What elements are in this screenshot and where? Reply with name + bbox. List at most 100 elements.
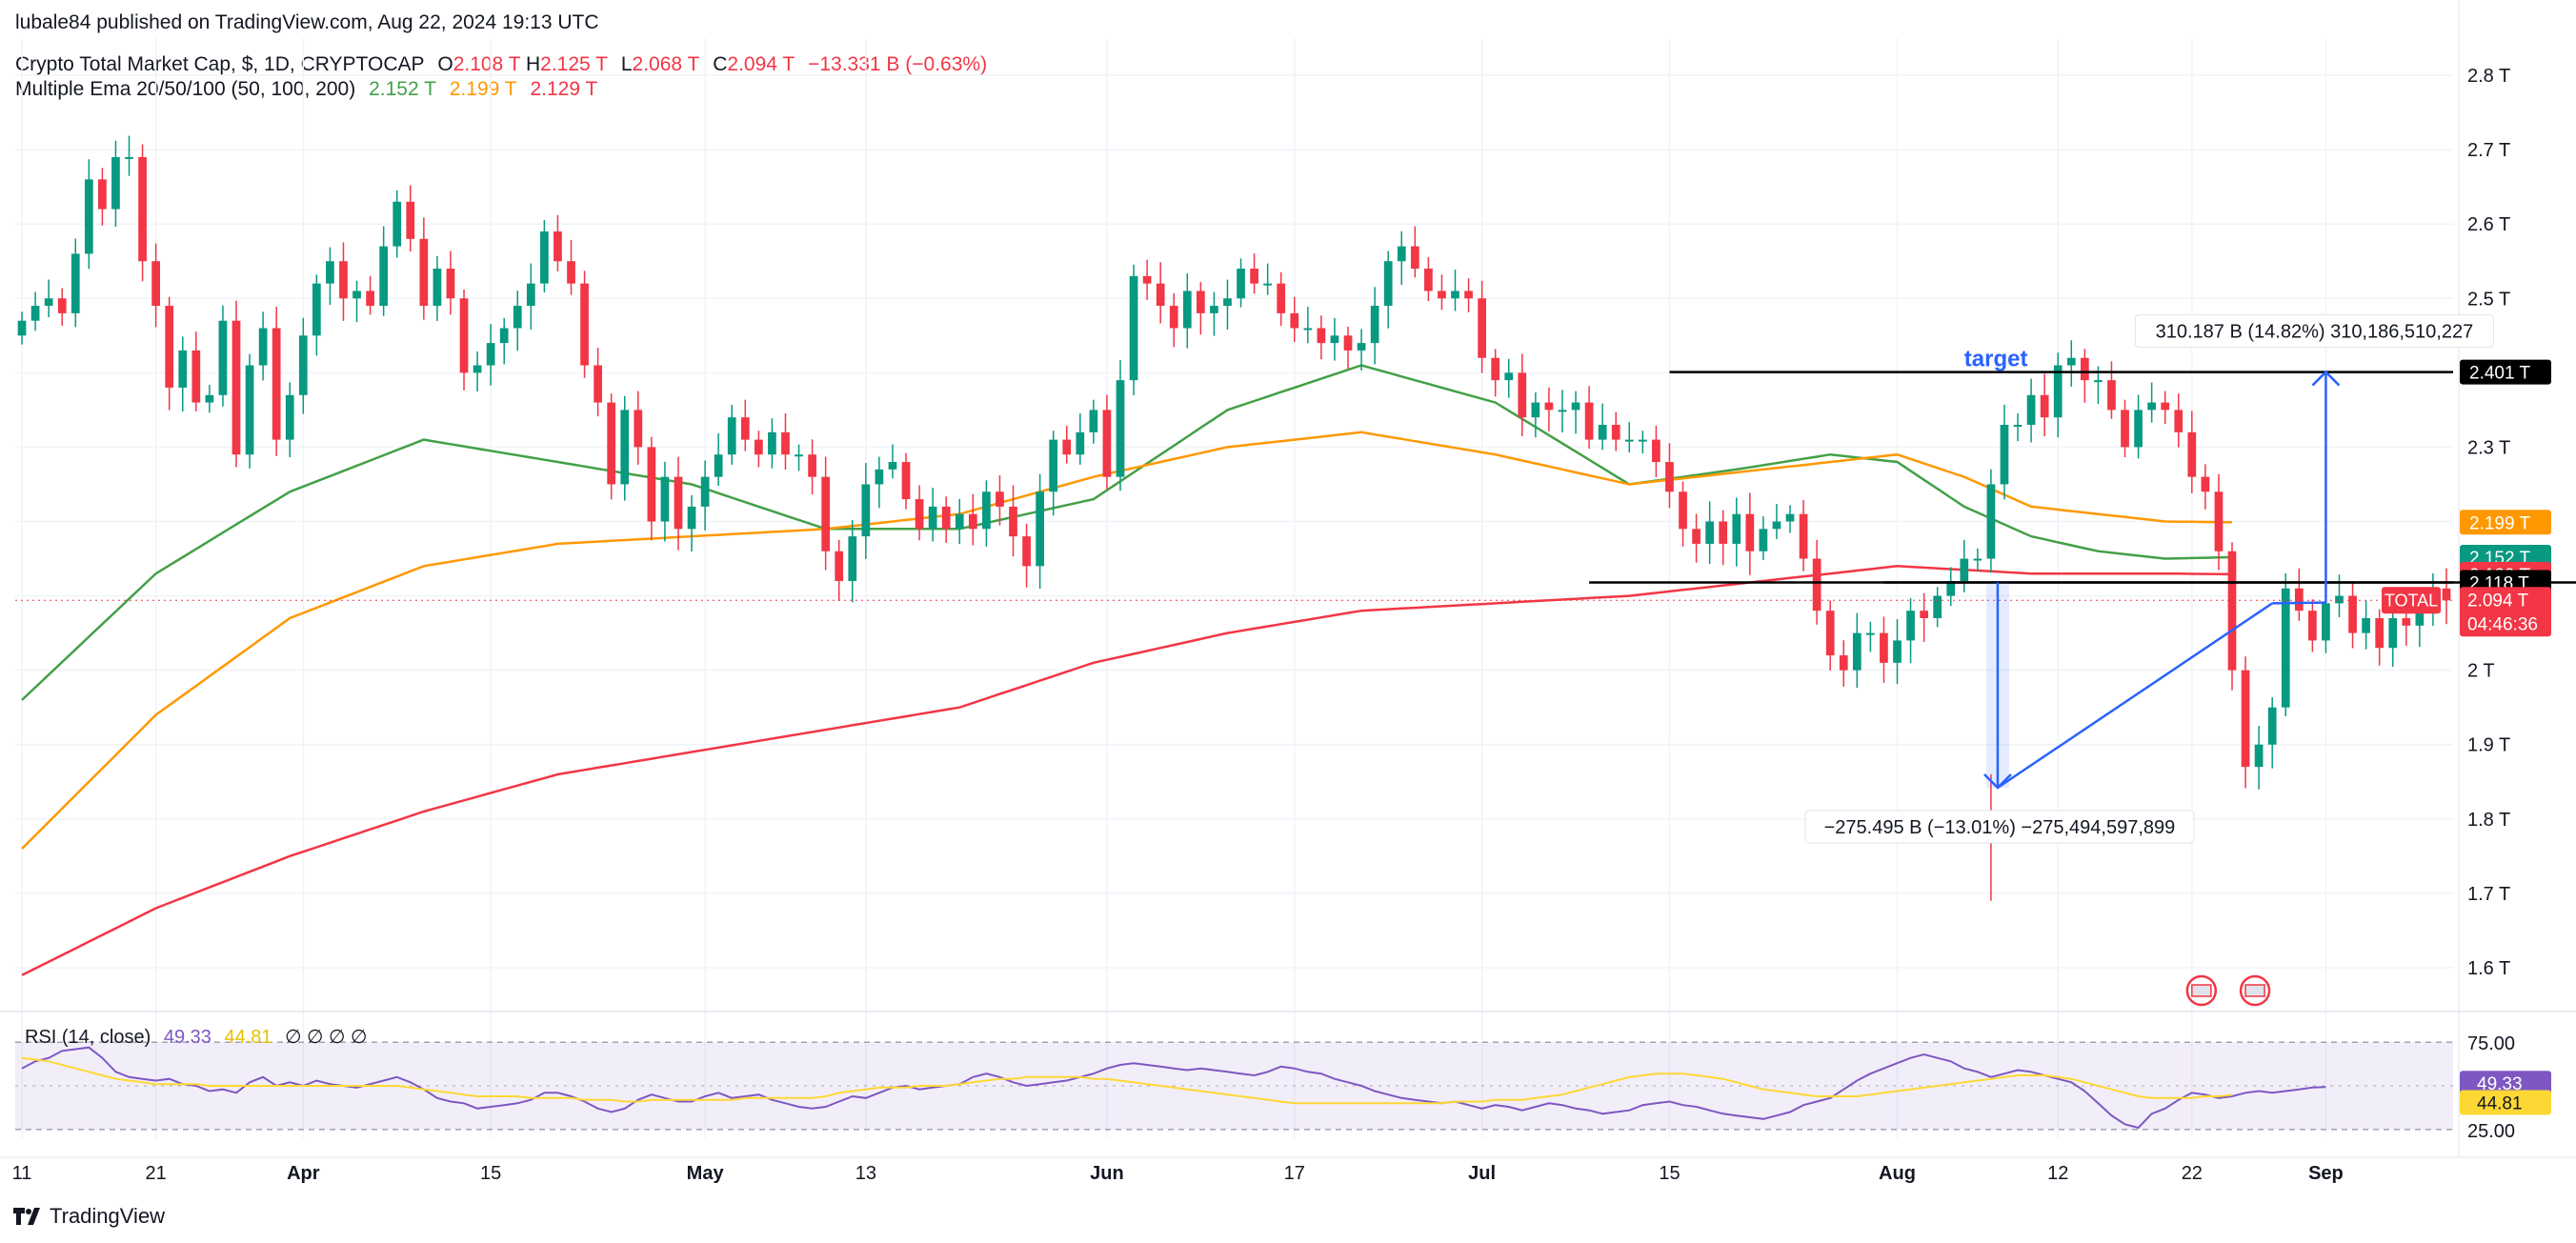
candle-down bbox=[1652, 439, 1660, 463]
candle-up bbox=[526, 283, 535, 307]
countdown-label: 04:46:36 bbox=[2467, 614, 2538, 634]
y-tick-label: 1.8 T bbox=[2467, 810, 2510, 831]
ohlc-low: L2.068 T bbox=[620, 53, 700, 75]
candle-down bbox=[1799, 513, 1808, 559]
candle-up bbox=[660, 476, 670, 522]
candle-down bbox=[594, 365, 602, 403]
candle-up bbox=[1383, 261, 1393, 307]
ohlc-high: H2.125 T bbox=[526, 53, 609, 75]
price-label: 2.199 T bbox=[2469, 513, 2530, 533]
candle-down bbox=[580, 283, 589, 366]
candle-down bbox=[151, 261, 160, 307]
ema200-line bbox=[21, 565, 2233, 976]
candle-down bbox=[2402, 618, 2411, 626]
candle-down bbox=[1611, 425, 1620, 440]
measure-up-label: 310.187 B (14.82%) 310,186,510,227 bbox=[2156, 322, 2474, 343]
candle-down bbox=[419, 238, 429, 307]
candle-down bbox=[366, 291, 374, 307]
candle-up bbox=[178, 350, 188, 388]
candle-down bbox=[835, 551, 844, 581]
candle-up bbox=[285, 394, 294, 440]
candle-down bbox=[1518, 372, 1527, 418]
y-tick-label: 2.7 T bbox=[2467, 140, 2510, 161]
measure-down-label: −275.495 B (−13.01%) −275,494,597,899 bbox=[1824, 817, 2176, 838]
candle-up bbox=[700, 476, 710, 507]
candle-up bbox=[1210, 306, 1218, 313]
candle-up bbox=[1598, 425, 1607, 440]
rsi-level-label: 25.00 bbox=[2467, 1121, 2515, 1142]
symbol-tag-box bbox=[2382, 587, 2441, 614]
candle-up bbox=[1357, 343, 1366, 351]
rsi-na: ∅ ∅ ∅ ∅ bbox=[285, 1027, 368, 1048]
candle-up bbox=[245, 365, 254, 455]
candle-down bbox=[2080, 357, 2089, 381]
candle-down bbox=[821, 476, 831, 551]
candle-down bbox=[165, 306, 174, 388]
ema-title[interactable]: Multiple Ema 20/50/100 (50, 100, 200) bbox=[15, 78, 356, 100]
candle-up bbox=[1785, 513, 1795, 522]
candle-down bbox=[968, 513, 977, 530]
x-tick-label: Sep bbox=[2308, 1163, 2344, 1184]
candle-down bbox=[1745, 513, 1755, 551]
candle-down bbox=[2174, 410, 2184, 432]
candle-down bbox=[2201, 476, 2210, 492]
candle-down bbox=[1424, 269, 1433, 291]
candle-down bbox=[406, 201, 415, 239]
rsi-level-label: 75.00 bbox=[2467, 1033, 2515, 1054]
candle-up bbox=[2335, 595, 2344, 604]
candle-down bbox=[1478, 298, 1486, 358]
tradingview-logo[interactable]: TradingView bbox=[13, 1204, 165, 1229]
candle-down bbox=[138, 156, 147, 262]
candle-down bbox=[459, 298, 469, 373]
candle-down bbox=[231, 320, 241, 455]
candle-down bbox=[1920, 611, 1928, 618]
candle-down bbox=[996, 491, 1004, 507]
candle-up bbox=[1116, 380, 1125, 477]
candle-up bbox=[875, 469, 884, 485]
candle-down bbox=[607, 402, 616, 485]
candle-up bbox=[982, 491, 991, 530]
candle-down bbox=[647, 447, 656, 522]
x-tick-label: 21 bbox=[146, 1163, 167, 1184]
x-tick-label: Jul bbox=[1468, 1163, 1496, 1184]
candle-up bbox=[2094, 380, 2103, 383]
candle-up bbox=[727, 417, 736, 455]
candle-up bbox=[218, 320, 228, 395]
candle-up bbox=[795, 454, 803, 457]
y-tick-label: 1.7 T bbox=[2467, 884, 2510, 905]
main-legend: Crypto Total Market Cap, $, 1D, CRYPTOCA… bbox=[15, 53, 987, 76]
candle-up bbox=[1960, 558, 1969, 581]
candle-up bbox=[17, 320, 27, 336]
candle-down bbox=[2348, 595, 2357, 633]
candle-down bbox=[446, 269, 455, 299]
candle-up bbox=[888, 462, 897, 470]
candle-up bbox=[1531, 402, 1540, 418]
candle-up bbox=[1036, 491, 1044, 567]
us-flag-icon-inner bbox=[2244, 984, 2265, 997]
candle-down bbox=[2227, 551, 2237, 671]
candle-down bbox=[1277, 283, 1286, 313]
y-tick-label: 1.6 T bbox=[2467, 958, 2510, 979]
candle-up bbox=[205, 394, 214, 403]
ema200-value: 2.129 T bbox=[530, 78, 598, 100]
candle-down bbox=[2308, 611, 2317, 641]
candle-down bbox=[1317, 328, 1326, 344]
candle-up bbox=[433, 269, 442, 307]
candle-down bbox=[915, 499, 924, 530]
us-flag-icon-inner bbox=[2191, 984, 2212, 997]
symbol-title[interactable]: Crypto Total Market Cap, $, 1D, CRYPTOCA… bbox=[15, 53, 425, 75]
tradingview-brand: TradingView bbox=[50, 1204, 166, 1228]
candle-down bbox=[1169, 306, 1178, 329]
candle-up bbox=[44, 298, 53, 307]
candle-up bbox=[2026, 394, 2036, 425]
candle-up bbox=[1705, 521, 1715, 544]
candle-down bbox=[1009, 506, 1017, 537]
candle-down bbox=[272, 328, 281, 440]
candle-up bbox=[2281, 588, 2290, 708]
candle-up bbox=[540, 231, 549, 284]
ema100-line bbox=[21, 431, 2233, 850]
candle-down bbox=[1102, 410, 1112, 477]
rsi-line bbox=[21, 1046, 2326, 1130]
rsi-title[interactable]: RSI (14, close) bbox=[25, 1027, 151, 1048]
